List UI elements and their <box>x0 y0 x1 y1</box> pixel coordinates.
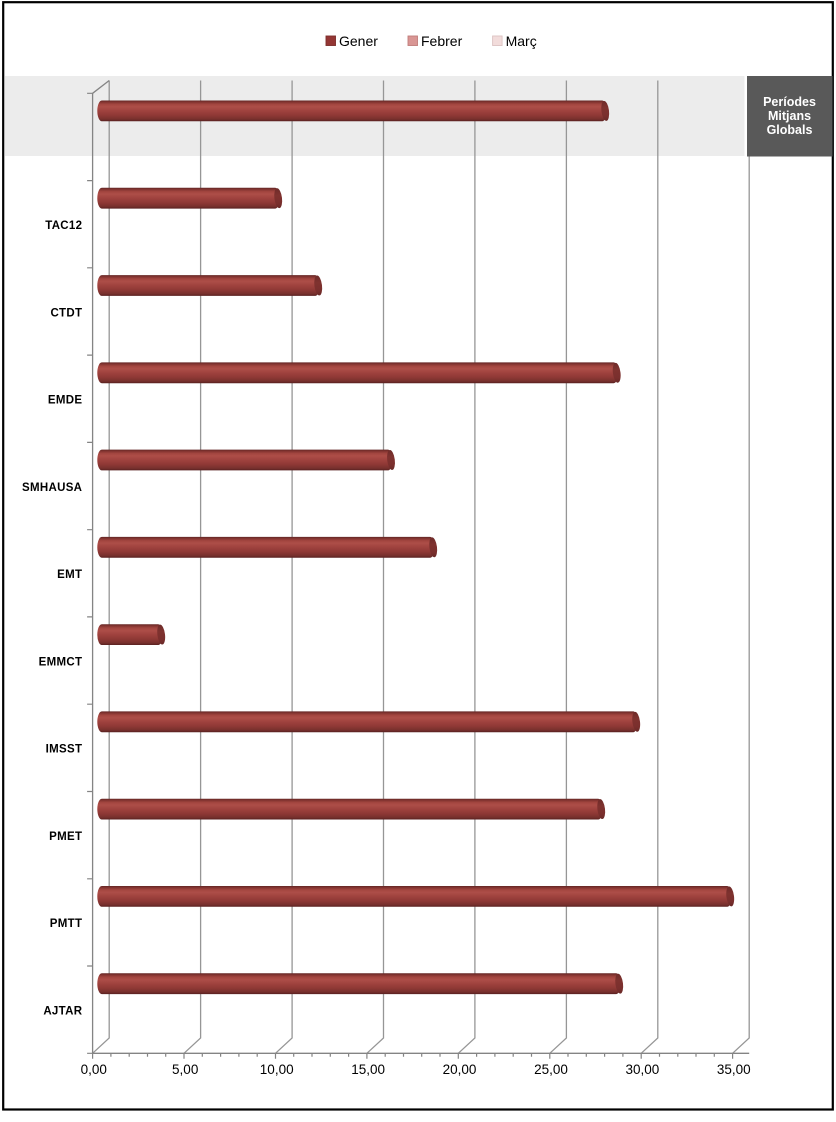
svg-text:25,00: 25,00 <box>534 1062 568 1077</box>
svg-text:30,00: 30,00 <box>626 1062 660 1077</box>
svg-text:15,00: 15,00 <box>351 1062 385 1077</box>
svg-text:Gener: Gener <box>339 33 378 49</box>
svg-text:PMET: PMET <box>49 831 82 843</box>
svg-text:AJTAR: AJTAR <box>43 1006 82 1018</box>
svg-text:Febrer: Febrer <box>421 33 463 49</box>
svg-text:TAC12: TAC12 <box>45 220 82 232</box>
svg-text:EMMCT: EMMCT <box>39 656 83 668</box>
svg-text:0,00: 0,00 <box>81 1062 107 1077</box>
svg-text:20,00: 20,00 <box>443 1062 477 1077</box>
svg-text:Març: Març <box>506 33 537 49</box>
svg-text:5,00: 5,00 <box>172 1062 198 1077</box>
svg-text:Globals: Globals <box>767 123 813 137</box>
svg-text:Mitjans: Mitjans <box>768 109 811 123</box>
svg-text:EMDE: EMDE <box>48 395 82 407</box>
svg-text:10,00: 10,00 <box>260 1062 294 1077</box>
svg-text:35,00: 35,00 <box>717 1062 751 1077</box>
svg-text:Períodes: Períodes <box>763 95 816 109</box>
svg-text:SMHAUSA: SMHAUSA <box>22 482 82 494</box>
svg-text:CTDT: CTDT <box>50 307 82 319</box>
svg-text:PMTT: PMTT <box>50 918 83 930</box>
svg-text:EMT: EMT <box>57 569 82 581</box>
svg-text:IMSST: IMSST <box>46 744 83 756</box>
